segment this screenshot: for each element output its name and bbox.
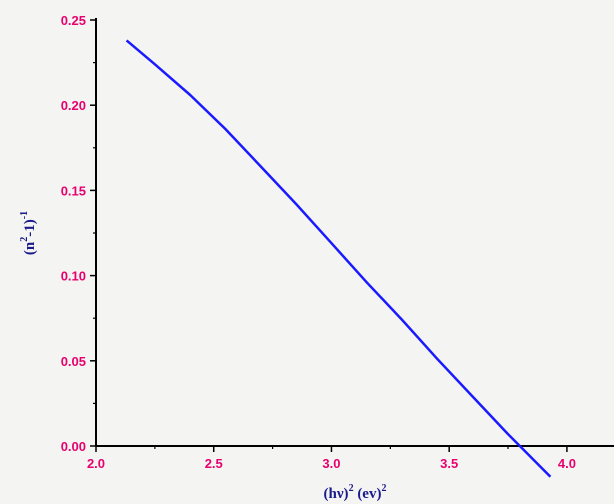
x-tick-label: 4.0 — [558, 456, 576, 471]
data-line — [125, 39, 552, 478]
y-title-part: (n — [22, 241, 38, 255]
y-tick-label: 0.25 — [61, 13, 86, 28]
x-tick-label: 2.5 — [205, 456, 223, 471]
x-title-part: 2 — [349, 483, 354, 494]
y-tick-label: 0.00 — [61, 439, 86, 454]
y-tick-label: 0.20 — [61, 98, 86, 113]
y-tick-label: 0.05 — [61, 354, 86, 369]
y-title-part: -1) — [22, 219, 38, 237]
x-tick-label: 3.5 — [440, 456, 458, 471]
x-tick-label: 3.0 — [322, 456, 340, 471]
series — [125, 39, 552, 478]
x-title-part: (ev) — [354, 486, 382, 502]
x-axis-title: (hν)2 (ev)2 — [324, 483, 387, 502]
y-tick-label: 0.15 — [61, 183, 86, 198]
ticks: 0.00 0.05 0.10 0.15 0.20 0.25 2.0 2.5 3.0 3.5 4.0 — [61, 13, 576, 471]
axes — [95, 18, 614, 447]
x-title-part: (hν) — [324, 486, 349, 502]
x-title-part: 2 — [381, 483, 386, 494]
x-tick-label: 2.0 — [87, 456, 105, 471]
y-title-part: 2 — [19, 237, 30, 242]
y-axis-title: (n2-1)-1 — [19, 211, 38, 255]
y-tick-label: 0.10 — [61, 269, 86, 284]
y-title-part: -1 — [19, 211, 30, 219]
